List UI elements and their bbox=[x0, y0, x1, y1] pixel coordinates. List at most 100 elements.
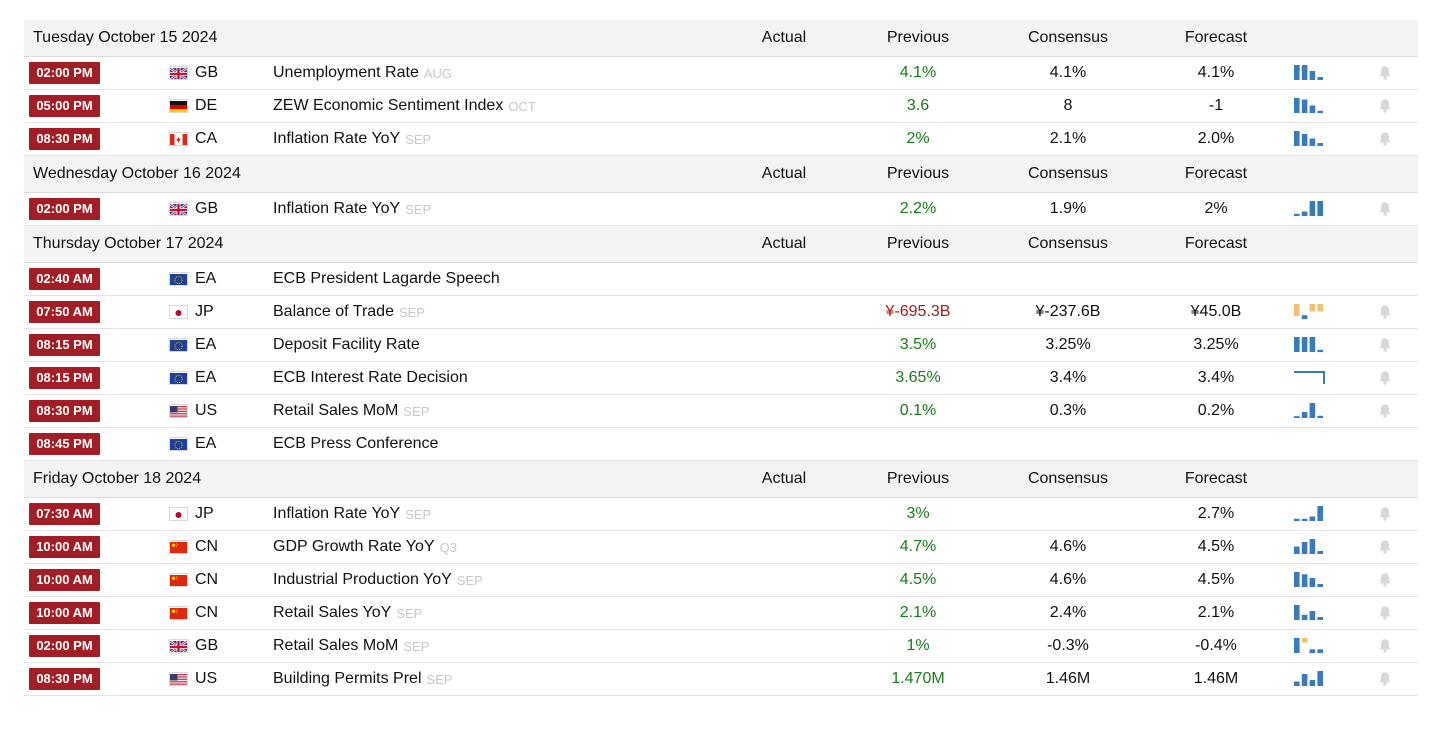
event-name-link[interactable]: Balance of Trade bbox=[273, 303, 394, 320]
time-badge: 08:30 PM bbox=[29, 128, 100, 150]
actual-value-cell bbox=[732, 263, 836, 295]
bell-icon[interactable] bbox=[1378, 123, 1394, 155]
gb-flag-icon bbox=[170, 67, 187, 79]
sparkline-chart[interactable] bbox=[1292, 296, 1328, 328]
col-header-forecast-cell: Forecast bbox=[1164, 156, 1268, 192]
bell-icon[interactable] bbox=[1378, 57, 1394, 89]
bell-icon[interactable] bbox=[1378, 362, 1394, 394]
bell-icon[interactable] bbox=[1378, 296, 1394, 328]
bell-icon[interactable] bbox=[1378, 531, 1394, 563]
event-name-link[interactable]: Inflation Rate YoY bbox=[273, 200, 401, 217]
sparkline-chart[interactable] bbox=[1292, 123, 1328, 155]
event-name-link[interactable]: Retail Sales MoM bbox=[273, 402, 399, 419]
country-code-cell: CN bbox=[195, 531, 218, 563]
event-name-link[interactable]: Industrial Production YoY bbox=[273, 571, 452, 588]
event-name-link[interactable]: ECB Press Conference bbox=[273, 435, 439, 452]
event-row[interactable]: 08:30 PM US Building Permits Prel SEP 1.470M… bbox=[24, 663, 1418, 696]
flag-cell bbox=[170, 597, 187, 629]
bell-icon[interactable] bbox=[1378, 498, 1394, 530]
previous-value: 4.7% bbox=[899, 538, 937, 555]
event-name-link[interactable]: Retail Sales YoY bbox=[273, 604, 392, 621]
event-row[interactable]: 05:00 PM DE ZEW Economic Sentiment Index OC… bbox=[24, 90, 1418, 123]
day-header: Friday October 18 2024 Actual Previous Cons… bbox=[24, 461, 1418, 498]
bell-icon[interactable] bbox=[1378, 193, 1394, 225]
event-cell: Balance of Trade SEP bbox=[273, 296, 425, 328]
event-row[interactable]: 02:00 PM GB Retail Sales MoM SEP 1% -0.3% -0.4… bbox=[24, 630, 1418, 663]
time-badge: 08:45 PM bbox=[29, 433, 100, 455]
event-cell: Deposit Facility Rate bbox=[273, 329, 420, 361]
event-name-link[interactable]: Inflation Rate YoY bbox=[273, 130, 401, 147]
consensus-value: 4.6% bbox=[1049, 571, 1087, 588]
event-row[interactable]: 02:00 PM GB Unemployment Rate AUG 4.1% 4.1% 4.… bbox=[24, 57, 1418, 90]
event-name-link[interactable]: Inflation Rate YoY bbox=[273, 505, 401, 522]
spark-bar bbox=[1317, 617, 1323, 620]
time-badge: 10:00 AM bbox=[29, 569, 100, 591]
sparkline-chart[interactable] bbox=[1292, 57, 1328, 89]
event-name-link[interactable]: ZEW Economic Sentiment Index bbox=[273, 97, 504, 114]
flag-cell bbox=[170, 630, 187, 662]
event-row[interactable]: 02:40 AM EA ECB President Lagarde Speech bbox=[24, 263, 1418, 296]
previous-value-cell: 3% bbox=[866, 498, 970, 530]
event-row[interactable]: 07:50 AM JP Balance of Trade SEP ¥-695.3B ¥-2… bbox=[24, 296, 1418, 329]
forecast-value: 2.0% bbox=[1197, 130, 1235, 147]
spark-bar bbox=[1309, 201, 1316, 216]
time-badge: 08:30 PM bbox=[29, 668, 100, 690]
sparkline-chart[interactable] bbox=[1292, 395, 1328, 427]
actual-value-cell bbox=[732, 123, 836, 155]
previous-value: 0.1% bbox=[899, 402, 937, 419]
event-row[interactable]: 02:00 PM GB Inflation Rate YoY SEP 2.2% 1.9% 2… bbox=[24, 193, 1418, 226]
sparkline-chart[interactable] bbox=[1292, 564, 1328, 596]
col-header-consensus-cell: Consensus bbox=[1016, 226, 1120, 262]
bell-icon[interactable] bbox=[1378, 564, 1394, 596]
previous-value: 2% bbox=[906, 130, 930, 147]
event-name-link[interactable]: GDP Growth Rate YoY bbox=[273, 538, 435, 555]
sparkline-chart[interactable] bbox=[1292, 329, 1328, 361]
col-header-previous: Previous bbox=[886, 165, 950, 182]
forecast-value-cell bbox=[1164, 263, 1268, 295]
spark-bar bbox=[1309, 304, 1316, 312]
spark-bar bbox=[1309, 680, 1316, 686]
spark-bar bbox=[1309, 516, 1316, 521]
forecast-value: 3.4% bbox=[1197, 369, 1235, 386]
event-name-link[interactable]: Retail Sales MoM bbox=[273, 637, 399, 654]
country-code: CN bbox=[195, 604, 219, 621]
ca-flag-icon bbox=[170, 133, 187, 145]
bell-icon[interactable] bbox=[1378, 90, 1394, 122]
sparkline-chart[interactable] bbox=[1292, 630, 1328, 662]
spark-bar bbox=[1301, 574, 1308, 588]
sparkline-chart[interactable] bbox=[1292, 597, 1328, 629]
country-code-cell: JP bbox=[195, 296, 214, 328]
event-row[interactable]: 08:15 PM EA Deposit Facility Rate 3.5% 3.25%… bbox=[24, 329, 1418, 362]
sparkline-chart[interactable] bbox=[1292, 663, 1328, 695]
bell-icon[interactable] bbox=[1378, 395, 1394, 427]
event-name-link[interactable]: Building Permits Prel bbox=[273, 670, 422, 687]
bell-icon[interactable] bbox=[1378, 329, 1394, 361]
event-row[interactable]: 07:30 AM JP Inflation Rate YoY SEP 3% 2.7% bbox=[24, 498, 1418, 531]
forecast-value-cell: 2% bbox=[1164, 193, 1268, 225]
flag-cell bbox=[170, 395, 187, 427]
event-row[interactable]: 08:30 PM US Retail Sales MoM SEP 0.1% 0.3% 0.2… bbox=[24, 395, 1418, 428]
event-name-link[interactable]: ECB Interest Rate Decision bbox=[273, 369, 468, 386]
time-cell: 10:00 AM bbox=[29, 597, 100, 629]
bell-icon[interactable] bbox=[1378, 630, 1394, 662]
event-row[interactable]: 10:00 AM CN GDP Growth Rate YoY Q3 4.7% 4.6% 4… bbox=[24, 531, 1418, 564]
spark-bar bbox=[1301, 99, 1308, 113]
spark-bar bbox=[1309, 649, 1316, 654]
event-cell: ECB Interest Rate Decision bbox=[273, 362, 468, 394]
event-name-link[interactable]: ECB President Lagarde Speech bbox=[273, 270, 500, 287]
bell-icon[interactable] bbox=[1378, 663, 1394, 695]
sparkline-chart[interactable] bbox=[1292, 90, 1328, 122]
event-name-link[interactable]: Unemployment Rate bbox=[273, 64, 419, 81]
bell-icon[interactable] bbox=[1378, 597, 1394, 629]
spark-bar bbox=[1301, 542, 1308, 554]
event-row[interactable]: 10:00 AM CN Industrial Production YoY SEP 4.… bbox=[24, 564, 1418, 597]
sparkline-chart[interactable] bbox=[1292, 362, 1328, 394]
event-row[interactable]: 08:15 PM EA ECB Interest Rate Decision 3.65… bbox=[24, 362, 1418, 395]
event-row[interactable]: 10:00 AM CN Retail Sales YoY SEP 2.1% 2.4% 2.1… bbox=[24, 597, 1418, 630]
sparkline-chart[interactable] bbox=[1292, 193, 1328, 225]
sparkline-chart[interactable] bbox=[1292, 531, 1328, 563]
event-name-link[interactable]: Deposit Facility Rate bbox=[273, 336, 420, 353]
sparkline-chart[interactable] bbox=[1292, 498, 1328, 530]
event-row[interactable]: 08:45 PM EA ECB Press Conference bbox=[24, 428, 1418, 461]
event-row[interactable]: 08:30 PM CA Inflation Rate YoY SEP 2% 2.1% 2.0… bbox=[24, 123, 1418, 156]
